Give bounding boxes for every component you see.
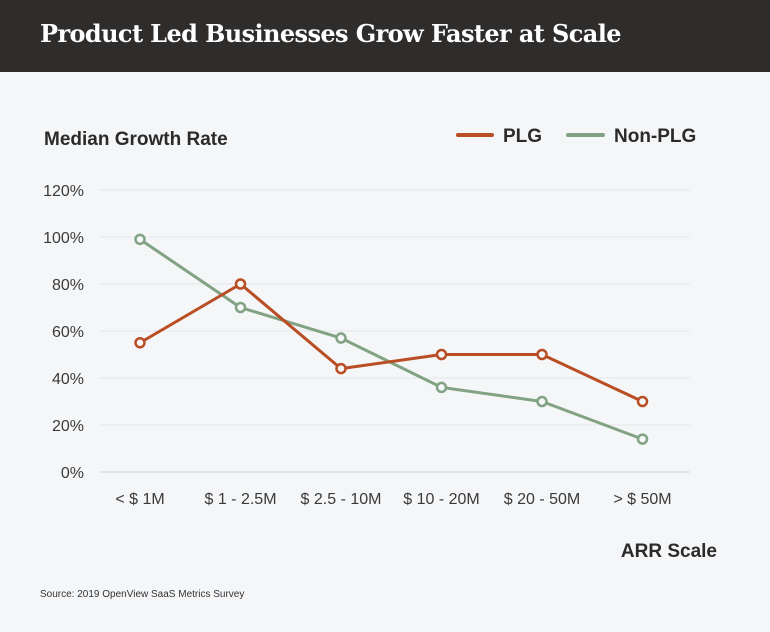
x-tick-label: $ 1 - 2.5M [204,491,276,508]
x-tick-label: $ 2.5 - 10M [301,491,382,508]
legend-label-plg: PLG [503,126,542,147]
data-point-plg [636,395,649,408]
chart-title: Product Led Businesses Grow Faster at Sc… [40,19,622,48]
data-point-non-plg [636,433,649,445]
legend: PLG Non-PLG [456,126,696,147]
y-tick-label: 60% [52,324,84,341]
y-tick-labels: 0% 20% 40% 60% 80% 100% 120% [43,183,84,482]
x-tick-label: $ 20 - 50M [504,491,580,508]
x-axis-label: ARR Scale [621,541,717,562]
data-point-non-plg [335,332,347,344]
data-point-plg [234,278,247,290]
x-tick-label: < $ 1M [115,491,164,508]
data-point-non-plg [536,395,548,408]
x-tick-labels: < $ 1M $ 1 - 2.5M $ 2.5 - 10M $ 10 - 20M $ 2… [115,491,671,508]
data-point-non-plg [435,381,448,394]
x-tick-label: $ 10 - 20M [403,491,479,508]
series-lines [134,233,649,445]
data-point-non-plg [134,233,146,246]
data-point-plg [335,362,347,375]
y-tick-label: 80% [52,277,84,294]
series-line-plg [138,282,644,403]
x-tick-label: > $ 50M [613,491,671,508]
legend-label-non-plg: Non-PLG [614,126,696,147]
y-tick-label: 120% [43,183,84,200]
gridlines [100,189,690,473]
data-point-non-plg [234,301,247,314]
data-point-plg [134,337,146,349]
source-note: Source: 2019 OpenView SaaS Metrics Surve… [40,589,245,600]
y-tick-label: 20% [52,418,84,435]
y-axis-label: Median Growth Rate [44,129,228,150]
y-tick-label: 100% [43,230,84,247]
series-line-non-plg [138,237,644,441]
y-tick-label: 40% [52,371,84,388]
header-bar: Product Led Businesses Grow Faster at Sc… [0,0,770,72]
y-tick-label: 0% [61,465,84,482]
data-point-plg [536,348,548,361]
data-point-plg [435,348,448,361]
line-chart: Median Growth Rate PLG Non-PLG 0% 20% 40% 60… [43,126,717,562]
